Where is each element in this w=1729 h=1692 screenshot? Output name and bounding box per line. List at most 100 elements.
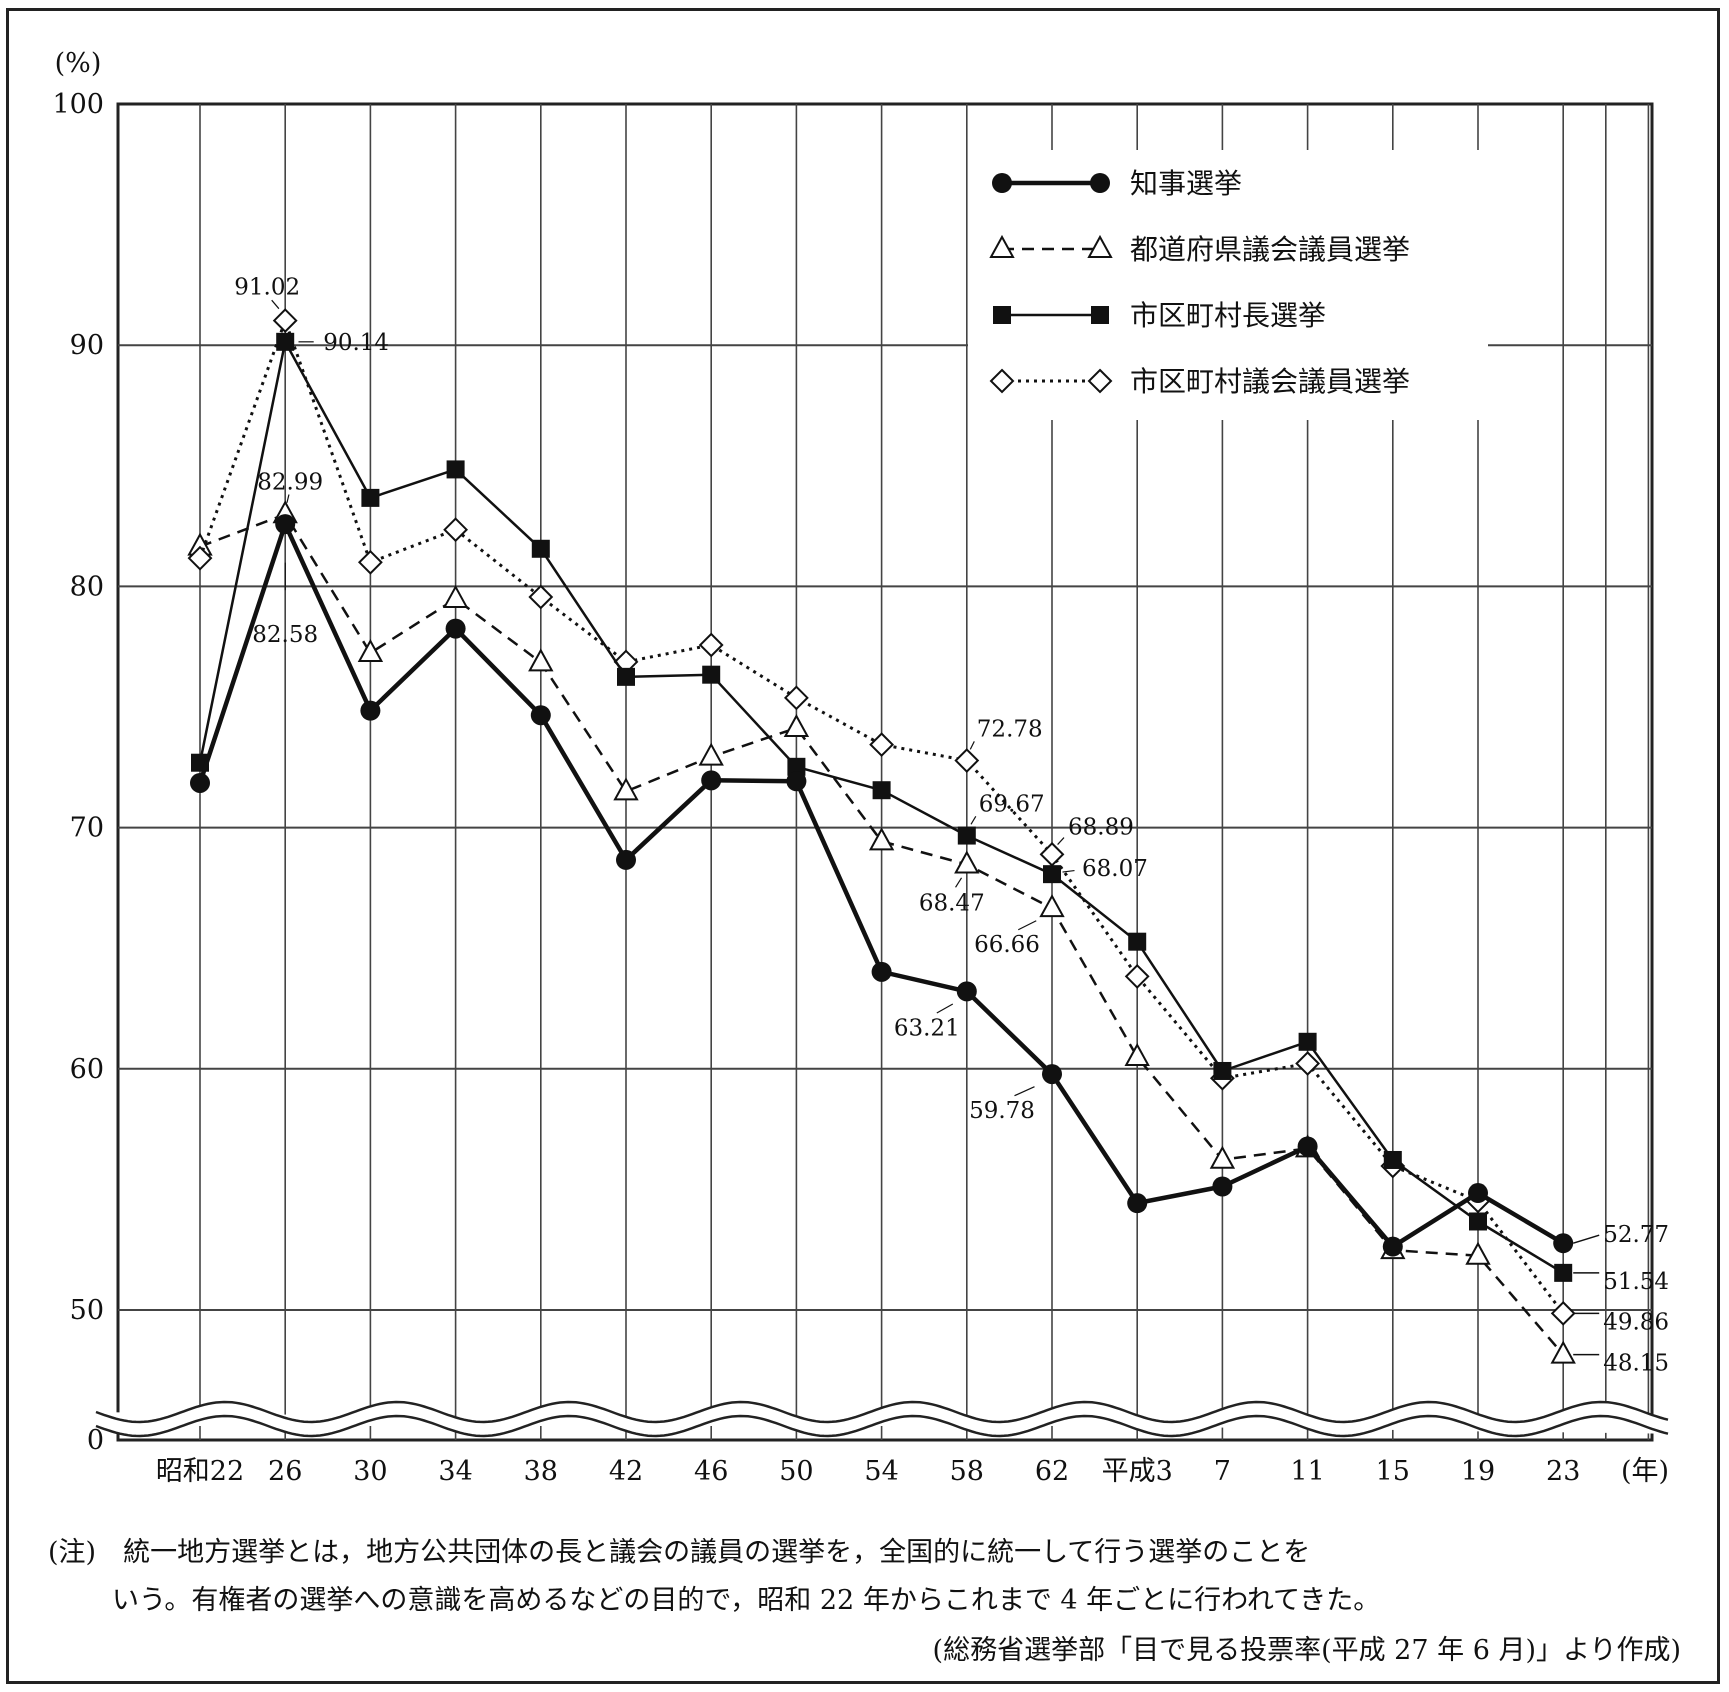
legend-label: 知事選挙 [1130,167,1242,200]
data-point [528,648,554,672]
data-point [1212,1176,1233,1197]
data-point [613,777,639,801]
note-line-1: (注) 統一地方選挙とは，地方公共団体の長と議会の議員の選挙を，全国的に統一して… [48,1537,1311,1568]
annotation-leader [1062,869,1075,873]
data-point [1298,1032,1317,1051]
x-tick-label: 42 [609,1456,643,1487]
legend-marker [1090,173,1110,193]
annotation-label: 72.78 [977,717,1043,743]
axis-break-line-upper [95,1400,1669,1424]
data-point [954,748,980,773]
legend-marker [1091,306,1109,324]
annotation-leader [286,494,290,503]
annotation-label: 82.99 [257,469,323,495]
annotation-leader [1014,1086,1035,1097]
series-0 [190,514,1574,1257]
data-point [1043,865,1061,884]
legend-label: 都道府県議会議員選挙 [1130,233,1410,266]
annotation-label: 68.89 [1068,814,1134,840]
annotation-label: 48.15 [1603,1351,1669,1377]
data-point [1468,1183,1488,1204]
data-point [272,308,298,334]
data-point [701,770,722,791]
data-point [1209,1145,1236,1169]
data-point [1553,1233,1574,1254]
legend-marker [1087,368,1113,394]
x-tick-label: 19 [1461,1456,1495,1487]
data-point [783,713,810,737]
annotation-label: 68.47 [919,891,985,917]
data-point [1550,1300,1576,1326]
annotation-leader [1057,837,1065,845]
data-point [1127,1193,1148,1214]
y-tick-label: 60 [70,1054,104,1085]
x-tick-label: 7 [1214,1456,1231,1487]
data-point [1124,964,1150,989]
data-point [872,781,891,800]
data-point [698,742,724,766]
annotation-label: 82.58 [252,622,318,648]
annotation-label: 91.02 [234,275,300,301]
data-point [954,850,980,874]
x-tick-label: 15 [1376,1456,1410,1487]
data-point [276,332,295,351]
x-tick-label: 38 [524,1456,558,1487]
annotation-label: 90.14 [323,330,389,356]
data-point [1465,1241,1491,1265]
x-tick-label: 58 [950,1456,984,1487]
data-point [1297,1136,1318,1157]
y-tick-label: 70 [70,813,104,844]
data-point [361,488,380,507]
data-point [783,685,809,711]
annotation-leader [970,816,977,825]
data-point [530,705,551,726]
data-point [1382,1236,1403,1257]
x-tick-label: 26 [268,1456,302,1487]
data-point [442,584,469,608]
annotation-label: 59.78 [969,1098,1035,1124]
axis-break-band [96,1402,1670,1436]
legend-marker [989,368,1015,394]
data-point [871,961,892,982]
series-line [199,513,1565,1356]
data-point [443,517,469,543]
annotation-label: 63.21 [894,1015,960,1041]
legend-box [968,150,1488,420]
source-credit: (総務省選挙部「目で見る投票率(平成 27 年 6 月)」より作成) [932,1635,1681,1666]
data-point [1383,1150,1402,1169]
x-tick-label: 34 [438,1456,472,1487]
data-point [360,700,381,721]
annotation-label: 66.66 [974,932,1040,958]
series-line [198,319,1565,1315]
annotation-label: 69.67 [979,792,1045,818]
x-tick-label: 昭和22 [156,1456,244,1487]
y-tick-label: 0 [87,1425,104,1456]
x-tick-label: 11 [1290,1456,1324,1487]
data-point [528,584,554,610]
data-point [187,545,213,571]
data-point [956,981,977,1002]
data-point [1039,894,1065,918]
data-point [957,826,976,845]
x-unit-label: (年) [1621,1456,1669,1487]
annotation-leader [1572,1234,1600,1244]
data-point [190,772,210,793]
y-tick-label: 90 [70,330,104,361]
annotation-label: 51.54 [1603,1269,1669,1295]
turnout-line-chart: 0 50 60 70 80 90 100 (%) 昭和22 26 30 34 38 42 46 50 54 58 6… [52,48,1670,1487]
data-point [868,827,895,851]
x-tick-label: 23 [1546,1456,1580,1487]
annotation-leader [969,741,975,750]
series-2 [191,332,1573,1282]
legend-marker [992,173,1012,193]
data-point [1042,1064,1062,1085]
figure-frame [6,8,1720,1684]
data-point [1554,1263,1573,1282]
note-line-2: いう。有権者の選挙への意識を高めるなどの目的で，昭和 22 年からこれまで 4 … [112,1585,1381,1616]
x-tick-label: 54 [864,1456,898,1487]
data-point [1124,1042,1150,1066]
data-point [616,849,636,870]
data-point [1469,1212,1487,1231]
legend-marker [989,234,1015,258]
